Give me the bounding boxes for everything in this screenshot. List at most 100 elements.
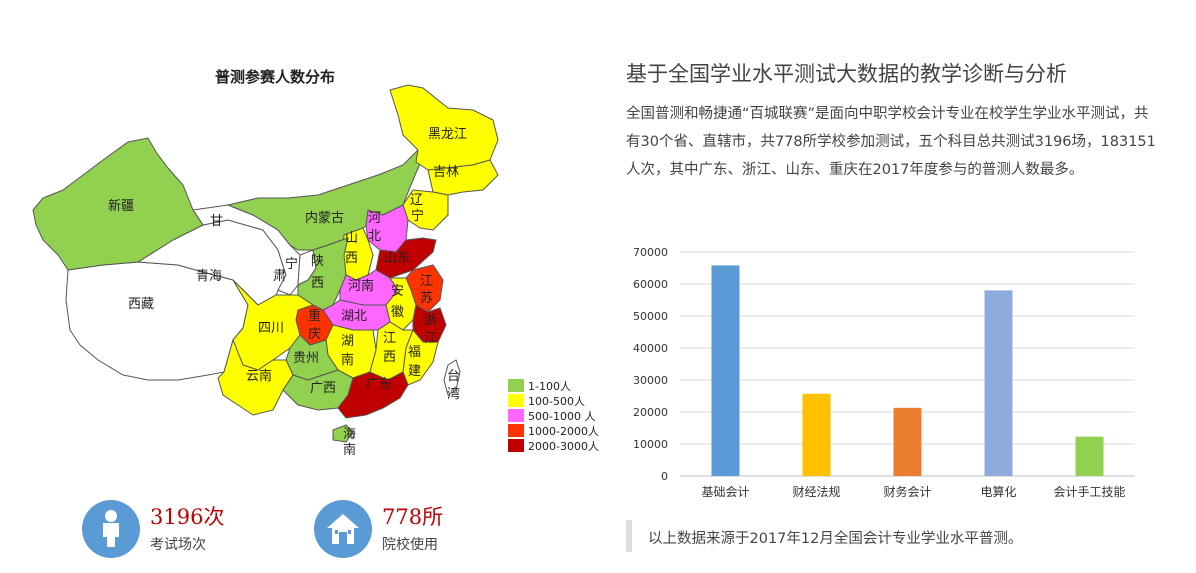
article-heading: 基于全国学业水平测试大数据的教学诊断与分析	[626, 62, 1067, 86]
bar	[802, 393, 831, 476]
region-xinjiang	[32, 137, 204, 271]
map-legend: 1-100人 100-500人 500-1000 人 1000-2000人 20…	[508, 378, 599, 453]
label-fujian-b: 建	[408, 364, 421, 379]
legend-label: 2000-3000人	[528, 439, 599, 453]
x-tick-label: 财务会计	[883, 484, 931, 499]
stat-schools-value: 778所	[382, 505, 444, 529]
label-gansu-a: 甘	[210, 214, 223, 229]
label-xizang: 西藏	[128, 297, 154, 312]
label-hubei: 湖北	[341, 309, 367, 324]
y-tick-label: 50000	[633, 310, 668, 323]
stat-schools-label: 院校使用	[382, 537, 438, 553]
label-shanxi-b: 西	[345, 251, 358, 266]
label-hunan-b: 南	[341, 352, 354, 368]
region-fujian	[402, 329, 439, 386]
y-tick-label: 0	[661, 470, 668, 483]
legend-item: 500-1000 人	[508, 408, 599, 423]
region-taiwan	[443, 359, 461, 396]
china-map: 新疆 甘 肃 青海 西藏 内蒙古 黑龙江 吉林 辽 宁 河 北 山 西 宁 陕 …	[32, 84, 499, 455]
note-accent-bar	[626, 520, 632, 552]
stat-exams-label: 考试场次	[150, 537, 206, 553]
bar	[711, 265, 740, 476]
region-hainan	[332, 424, 354, 443]
legend-label: 1-100人	[528, 379, 571, 393]
label-hunan-a: 湖	[341, 334, 354, 349]
label-heilongjiang: 黑龙江	[428, 127, 467, 142]
label-chongqing-a: 重	[308, 308, 321, 324]
x-tick-label: 基础会计	[701, 485, 749, 499]
label-jiangsu-a: 江	[420, 274, 433, 289]
bar	[1075, 436, 1104, 476]
bar	[984, 290, 1013, 476]
region-liaoning	[402, 189, 449, 231]
legend-label: 100-500人	[528, 394, 585, 408]
label-taiwan-a: 台	[447, 369, 460, 384]
bar-chart: 0 10000 20000 30000 40000 50000 60000 70000 基础会计…	[633, 246, 1135, 499]
label-jiangsu-b: 苏	[420, 290, 433, 306]
label-guangdong: 广东	[366, 377, 392, 392]
label-shaanxi-a: 陕	[311, 254, 324, 269]
label-chongqing-b: 庆	[308, 327, 321, 342]
label-jilin: 吉林	[433, 165, 459, 180]
legend-label: 500-1000 人	[528, 409, 596, 423]
legend-item: 1-100人	[508, 378, 599, 393]
stat-exams: 3196次 考试场次	[82, 500, 224, 558]
label-qinghai: 青海	[196, 269, 222, 284]
legend-swatch	[508, 439, 524, 452]
label-jiangxi-a: 江	[383, 331, 396, 346]
house-icon	[314, 500, 372, 558]
bar	[893, 407, 922, 476]
map-title: 普测参赛人数分布	[214, 68, 335, 86]
label-jiangxi-b: 西	[383, 350, 396, 365]
label-xinjiang: 新疆	[108, 198, 134, 214]
legend-label: 1000-2000人	[528, 424, 599, 438]
label-zhejiang-b: 江	[424, 331, 437, 346]
label-neimenggu: 内蒙古	[305, 210, 344, 226]
label-liaoning-a: 辽	[410, 193, 423, 208]
region-yunnan	[217, 338, 294, 416]
x-tick-label: 会计手工技能	[1053, 485, 1125, 499]
label-hainan-a: 海	[343, 427, 356, 442]
label-gansu-b: 肃	[273, 269, 286, 284]
label-sichuan: 四川	[258, 321, 284, 336]
legend-swatch	[508, 394, 524, 407]
stat-exams-value: 3196次	[150, 505, 225, 529]
data-source-note: 以上数据来源于2017年12月全国会计专业学业水平普测。	[648, 531, 1023, 547]
label-anhui-b: 徽	[391, 305, 404, 320]
label-hebei-a: 河	[368, 211, 381, 226]
y-tick-label: 60000	[633, 278, 668, 291]
label-hainan-b: 南	[343, 442, 356, 455]
label-ningxia: 宁	[285, 256, 298, 272]
legend-item: 100-500人	[508, 393, 599, 408]
label-shandong: 山东	[384, 251, 410, 266]
label-hebei-b: 北	[368, 229, 381, 244]
region-guangdong	[337, 371, 409, 419]
label-shaanxi-b: 西	[311, 276, 324, 291]
label-shanxi-a: 山	[345, 231, 358, 246]
label-yunnan: 云南	[246, 368, 272, 384]
legend-item: 2000-3000人	[508, 438, 599, 453]
y-tick-label: 10000	[633, 438, 668, 451]
label-anhui-a: 安	[391, 284, 404, 299]
label-taiwan-b: 湾	[447, 386, 460, 402]
label-fujian-a: 福	[408, 345, 421, 360]
legend-item: 1000-2000人	[508, 423, 599, 438]
label-guangxi: 广西	[310, 381, 336, 396]
y-tick-label: 40000	[633, 342, 668, 355]
y-tick-label: 20000	[633, 406, 668, 419]
person-icon	[82, 500, 140, 558]
x-tick-label: 财经法规	[792, 484, 840, 499]
legend-swatch	[508, 409, 524, 422]
article-paragraph: 全国普测和畅捷通“百城联赛”是面向中职学校会计专业在校学生学业水平测试，共有30…	[626, 106, 1156, 178]
x-tick-label: 电算化	[980, 484, 1016, 499]
y-tick-label: 30000	[633, 374, 668, 387]
legend-swatch	[508, 379, 524, 392]
label-liaoning-b: 宁	[411, 208, 424, 224]
label-guizhou: 贵州	[293, 351, 319, 366]
legend-swatch	[508, 424, 524, 437]
label-henan: 河南	[348, 278, 374, 294]
label-zhejiang-a: 浙	[424, 313, 437, 328]
y-tick-label: 70000	[633, 246, 668, 259]
region-anhui	[385, 277, 417, 331]
stat-schools: 778所 院校使用	[314, 500, 443, 558]
